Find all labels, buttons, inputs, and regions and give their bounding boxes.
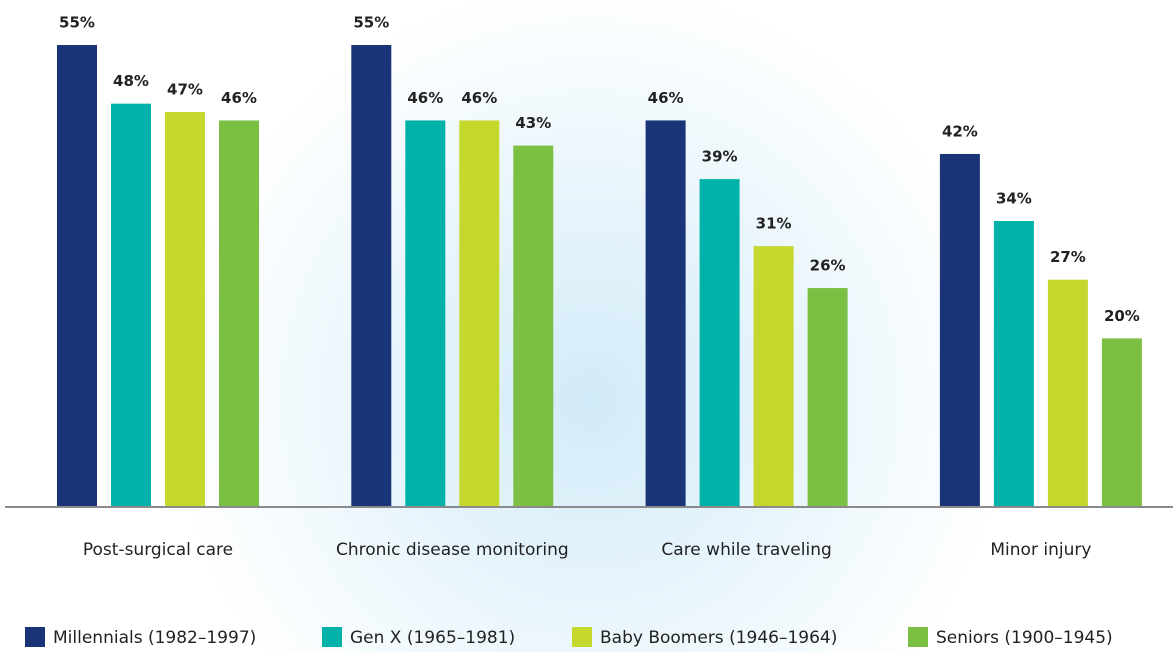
bar: [1047, 279, 1088, 506]
bar: [219, 120, 259, 506]
value-label: 46%: [461, 89, 497, 107]
value-label: 55%: [59, 14, 95, 32]
value-label: 48%: [113, 72, 149, 90]
value-label: 47%: [167, 81, 203, 99]
category-label: Chronic disease monitoring: [336, 540, 569, 560]
category-label: Care while traveling: [661, 540, 831, 560]
bar: [645, 120, 686, 506]
legend-label: Baby Boomers (1946–1964): [600, 628, 837, 648]
value-label: 26%: [810, 257, 846, 275]
value-label: 55%: [353, 14, 389, 32]
legend-swatch: [572, 627, 592, 647]
value-label: 46%: [407, 89, 443, 107]
bar: [405, 120, 446, 506]
value-label: 31%: [756, 215, 792, 233]
value-label: 42%: [942, 122, 978, 140]
value-label: 34%: [996, 190, 1032, 208]
legend-swatch: [322, 627, 342, 647]
legend-label: Gen X (1965–1981): [350, 628, 515, 648]
value-label: 46%: [221, 89, 257, 107]
value-label: 46%: [648, 89, 684, 107]
bar: [753, 246, 794, 506]
legend-swatch: [908, 627, 928, 647]
value-label: 39%: [702, 148, 738, 166]
bar: [807, 288, 848, 506]
value-label: 20%: [1104, 307, 1140, 325]
bar: [699, 179, 740, 507]
bar: [939, 153, 980, 507]
value-label: 43%: [515, 114, 551, 132]
bar: [1101, 338, 1142, 506]
legend-label: Seniors (1900–1945): [936, 628, 1113, 648]
value-label: 27%: [1050, 248, 1086, 266]
legend-swatch: [25, 627, 45, 647]
bar: [111, 103, 151, 506]
category-label: Post-surgical care: [83, 540, 233, 560]
bar: [513, 145, 554, 506]
legend-label: Millennials (1982–1997): [53, 628, 256, 648]
bar: [57, 45, 97, 506]
bar: [459, 120, 500, 506]
bar: [993, 221, 1034, 506]
bar: [165, 112, 205, 507]
bar: [351, 45, 392, 506]
category-label: Minor injury: [990, 540, 1091, 560]
